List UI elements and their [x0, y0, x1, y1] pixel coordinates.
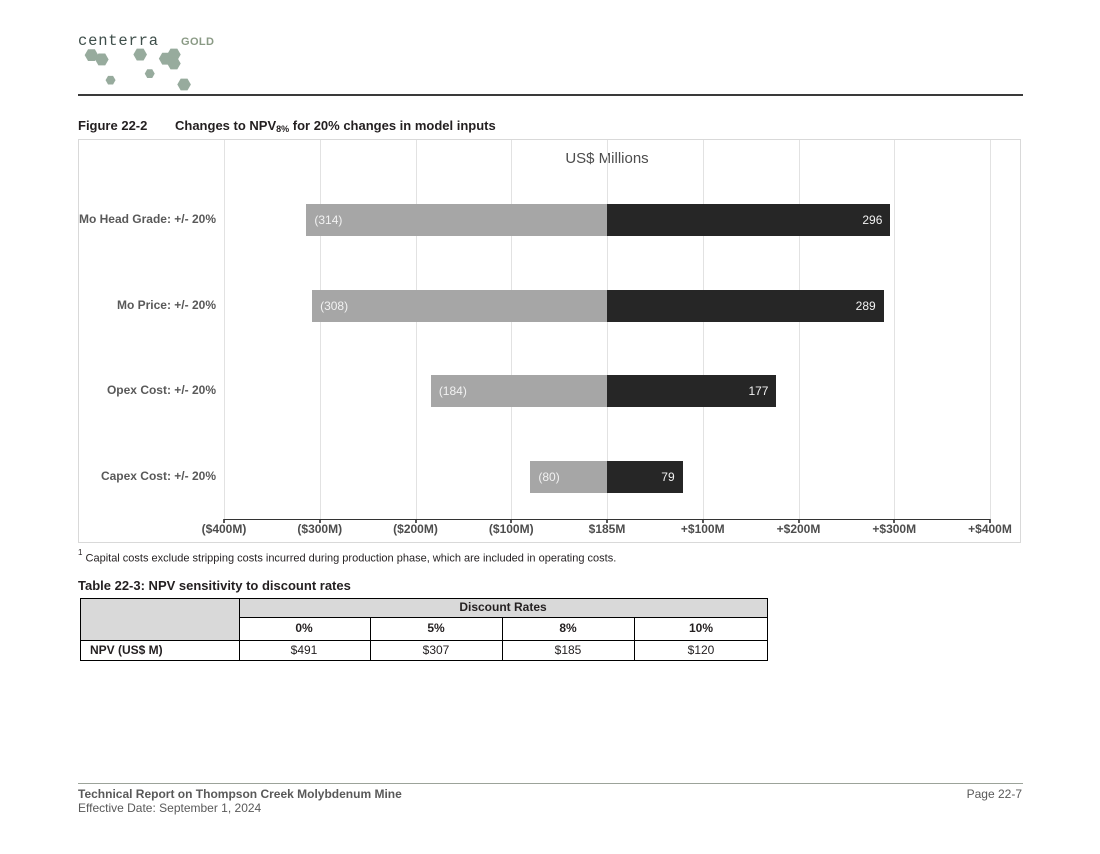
- svg-text:10%: 10%: [689, 621, 713, 635]
- svg-text:8%: 8%: [559, 621, 577, 635]
- svg-text:5%: 5%: [427, 621, 445, 635]
- svg-text:$307: $307: [423, 643, 450, 657]
- svg-text:Discount Rates: Discount Rates: [459, 600, 547, 614]
- svg-text:$120: $120: [688, 643, 715, 657]
- svg-text:$491: $491: [291, 643, 318, 657]
- svg-text:$185: $185: [555, 643, 582, 657]
- svg-text:NPV (US$ M): NPV (US$ M): [90, 643, 163, 657]
- svg-text:centerra: centerra: [78, 32, 159, 50]
- svg-text:GOLD: GOLD: [181, 36, 214, 48]
- svg-text:0%: 0%: [295, 621, 313, 635]
